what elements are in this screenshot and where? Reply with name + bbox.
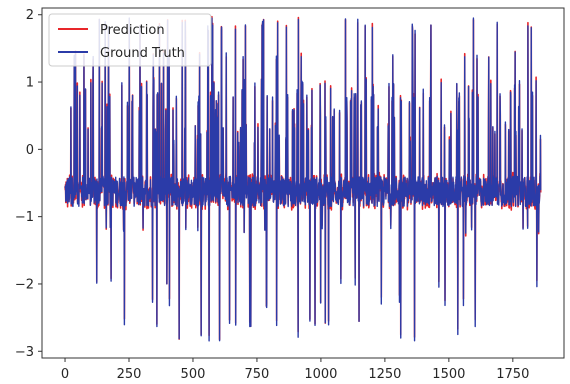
legend-box	[48, 13, 212, 67]
x-tick-label: 0	[61, 367, 69, 382]
plot-frame	[41, 7, 565, 359]
legend-ground-truth-label: Ground Truth	[100, 46, 185, 61]
x-tick-label: 1750	[496, 367, 529, 382]
series-lines	[64, 15, 542, 342]
y-tick-label: 0	[26, 143, 34, 158]
series-ground-truth-line	[64, 17, 542, 342]
x-tick-label: 250	[117, 367, 142, 382]
y-tick-label: −2	[15, 277, 34, 292]
x-tick-label: 1000	[304, 367, 337, 382]
y-tick-label: 2	[26, 8, 34, 23]
legend-prediction-label: Prediction	[100, 23, 165, 38]
x-tick-label: 1500	[432, 367, 465, 382]
legend: Prediction Ground Truth	[48, 13, 212, 67]
x-tick-label: 500	[181, 367, 206, 382]
x-tick-label: 1250	[368, 367, 401, 382]
y-axis: −3 −2 −1 0 1 2	[15, 8, 42, 360]
y-tick-label: −1	[15, 210, 34, 225]
x-axis: 0 250 500 750 1000 1250 1500 1750	[61, 358, 529, 382]
x-tick-label: 750	[245, 367, 270, 382]
y-tick-label: −3	[15, 345, 34, 360]
y-tick-label: 1	[26, 76, 34, 91]
